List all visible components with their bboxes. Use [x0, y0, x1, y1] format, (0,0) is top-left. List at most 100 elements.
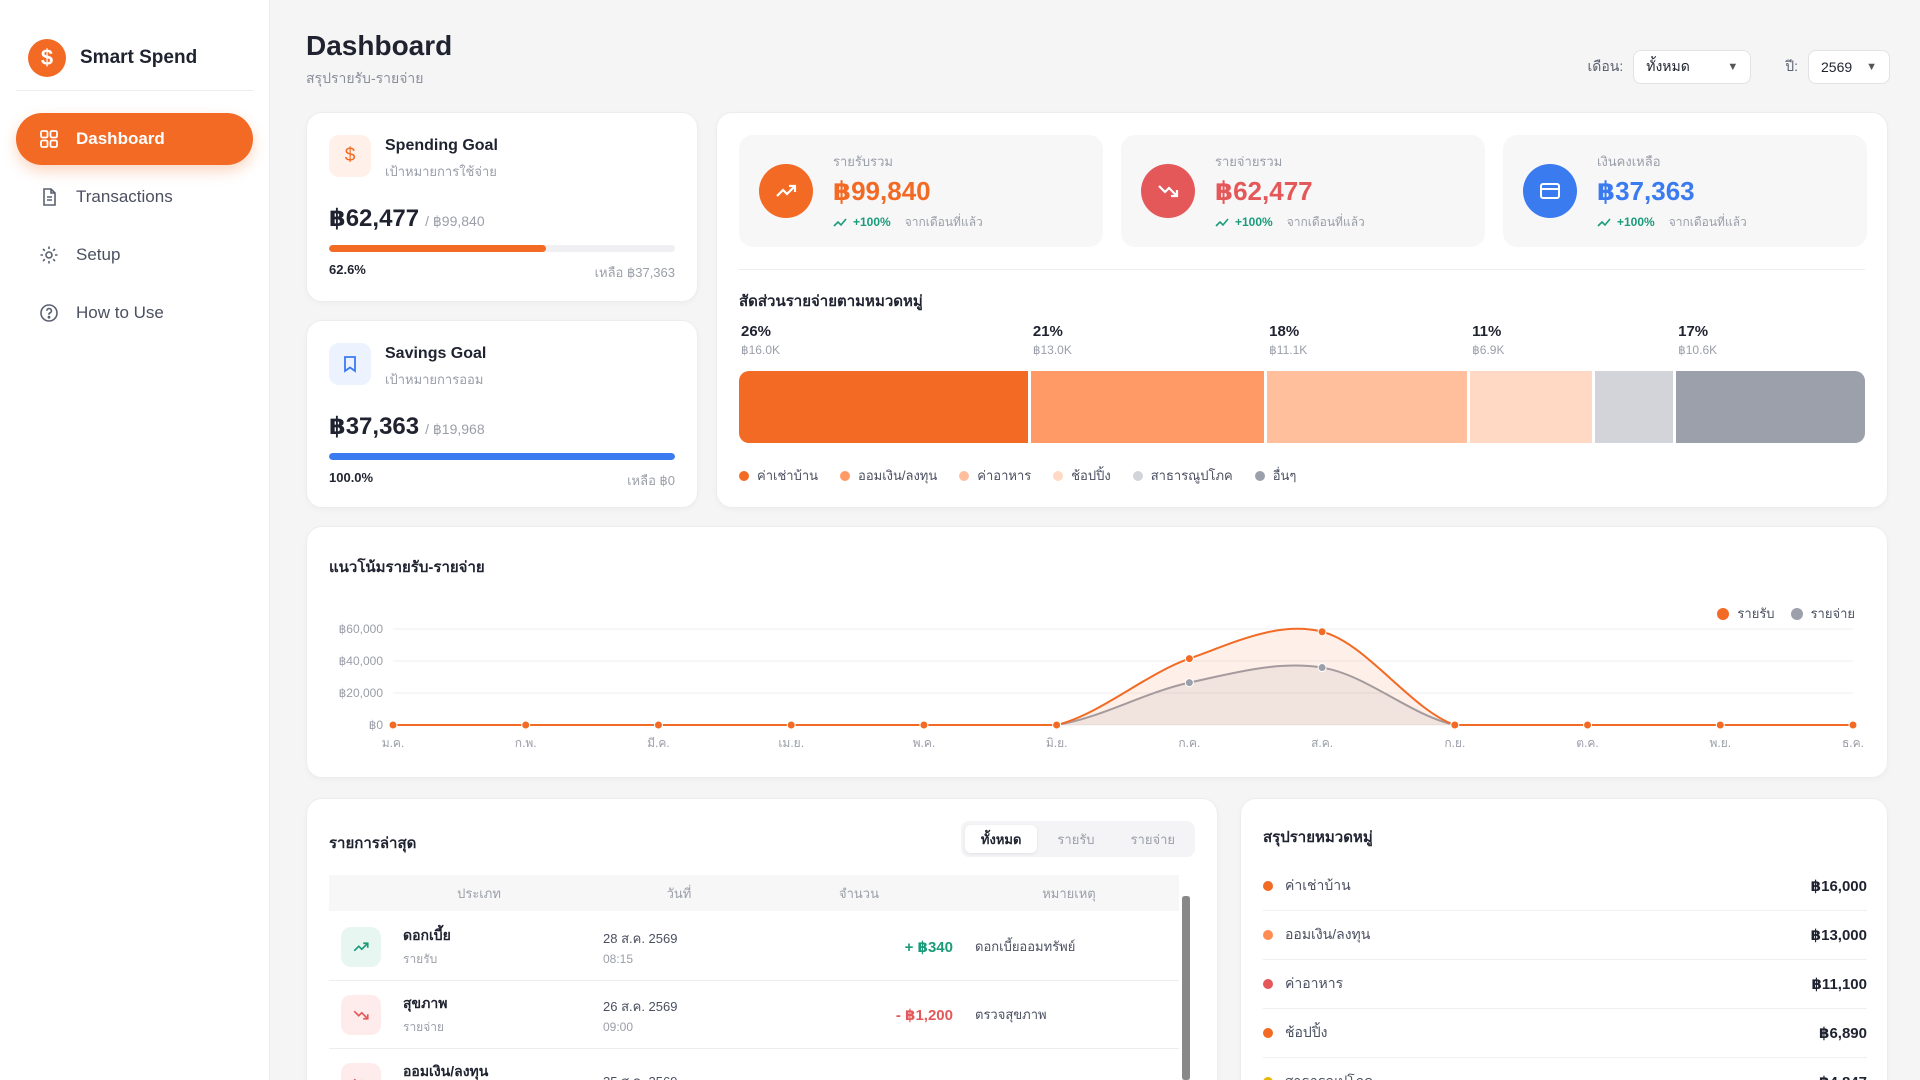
sidebar-item-how-to-use[interactable]: How to Use: [16, 287, 253, 339]
tx-category-name: ออมเงิน/ลงทุน: [403, 1062, 489, 1079]
spending-goal-card: $ Spending Goal เป้าหมายการใช้จ่าย ฿62,4…: [306, 112, 698, 302]
sidebar-item-dashboard[interactable]: Dashboard: [16, 113, 253, 165]
sidebar-item-label: How to Use: [76, 303, 164, 322]
goal-progress-track: [329, 453, 675, 460]
distribution-segment[interactable]: [739, 371, 1028, 443]
sidebar-item-transactions[interactable]: Transactions: [16, 171, 253, 223]
distribution-head: 18% ฿11.1K: [1269, 323, 1307, 357]
legend-dot: [1790, 607, 1803, 620]
distribution-segment[interactable]: [1267, 371, 1468, 443]
goal-remaining: เหลือ ฿0: [627, 473, 675, 488]
category-dot: [1263, 880, 1273, 891]
savings-goal-card: Savings Goal เป้าหมายการออม ฿37,363 / ฿1…: [306, 320, 698, 508]
tab-all[interactable]: ทั้งหมด: [964, 825, 1038, 853]
legend-item: อื่นๆ: [1254, 465, 1296, 486]
trending-up-icon: [341, 926, 381, 967]
table-row[interactable]: ออมเงิน/ลงทุนรายจ่าย25 ส.ค. 2569: [329, 1049, 1179, 1080]
brand[interactable]: $ Smart Spend: [0, 0, 269, 90]
dollar-logo-icon: $: [28, 39, 66, 77]
sidebar-item-label: Dashboard: [76, 129, 165, 148]
data-point[interactable]: [1715, 720, 1725, 730]
trend-up-small-icon: [833, 218, 847, 227]
x-tick-label: มิ.ย.: [1046, 736, 1068, 750]
summary-divider: [739, 269, 1865, 270]
category-name: ค่าเช่าบ้าน: [1285, 876, 1351, 893]
distribution-amount: ฿13.0K: [1032, 343, 1072, 357]
x-tick-label: ก.ค.: [1178, 736, 1200, 750]
category-name-wrap: ค่าเช่าบ้าน: [1263, 875, 1351, 897]
tx-category: ออมเงิน/ลงทุนรายจ่าย: [403, 1061, 603, 1080]
distribution-bar: [739, 371, 1865, 443]
balance-stat: เงินคงเหลือ ฿37,363 +100% จากเดือนที่แล้…: [1503, 135, 1867, 247]
category-name-wrap: สาธารณูปโภค: [1263, 1071, 1373, 1080]
data-point[interactable]: [653, 720, 663, 730]
table-scrollbar-thumb[interactable]: [1182, 896, 1190, 1080]
goal-progress-fill: [329, 245, 546, 252]
stat-change: +100%: [853, 215, 891, 229]
trend-card: แนวโน้มรายรับ-รายจ่าย รายรับ รายจ่าย ฿0 ฿2…: [306, 526, 1888, 778]
category-row[interactable]: ช้อปปิ้ง ฿6,890: [1263, 1008, 1867, 1058]
data-point[interactable]: [1583, 720, 1593, 730]
table-row[interactable]: สุขภาพ รายจ่าย 26 ส.ค. 2569 09:00- ฿1,200 ตร…: [329, 981, 1179, 1049]
brand-name: Smart Spend: [80, 47, 198, 68]
data-point[interactable]: [1450, 720, 1460, 730]
data-point[interactable]: [1317, 663, 1327, 673]
goal-percent: 100.0%: [329, 470, 374, 485]
stat-label: รายรับรวม: [833, 153, 893, 169]
data-point[interactable]: [786, 720, 796, 730]
stat-change-note: จากเดือนที่แล้ว: [1286, 214, 1365, 229]
goal-subtitle: เป้าหมายการออม: [385, 372, 484, 387]
distribution-segment[interactable]: [1595, 371, 1674, 443]
stat-value: ฿37,363: [1597, 175, 1695, 206]
data-point[interactable]: [1052, 720, 1062, 730]
category-dot: [1263, 978, 1273, 989]
x-tick-label: ธ.ค.: [1842, 736, 1864, 750]
legend-label: ช้อปปิ้ง: [1071, 468, 1111, 483]
data-point[interactable]: [1184, 654, 1194, 664]
trend-legend: รายรับ รายจ่าย: [1717, 603, 1855, 624]
x-tick-label: พ.ค.: [913, 736, 936, 750]
data-point[interactable]: [1184, 678, 1194, 688]
legend-item: ออมเงิน/ลงทุน: [840, 465, 937, 486]
distribution-amount: ฿16.0K: [741, 343, 780, 357]
year-filter-label: ปี:: [1785, 58, 1798, 74]
data-point[interactable]: [919, 720, 929, 730]
tab-income[interactable]: รายรับ: [1057, 831, 1095, 847]
month-select-value: ทั้งหมด: [1646, 58, 1690, 74]
table-row[interactable]: ดอกเบี้ย รายรับ 28 ส.ค. 2569 08:15 + ฿340 ดอก…: [329, 913, 1179, 981]
stat-value: ฿62,477: [1215, 175, 1313, 206]
stat-label: รายจ่ายรวม: [1215, 153, 1283, 169]
distribution-segment[interactable]: [1470, 371, 1593, 443]
legend-item: ค่าเช่าบ้าน: [739, 465, 818, 486]
distribution-segment[interactable]: [1676, 371, 1865, 443]
x-tick-label: ต.ค.: [1576, 736, 1599, 750]
legend-dot: [1053, 470, 1064, 481]
data-point[interactable]: [1317, 627, 1327, 637]
data-point[interactable]: [388, 720, 398, 730]
tab-expense[interactable]: รายจ่าย: [1130, 831, 1175, 847]
distribution-amount: ฿10.6K: [1678, 343, 1718, 357]
distribution-head: 11% ฿6.9K: [1472, 323, 1504, 357]
trend-chart: ฿0 ฿20,000 ฿40,000 ฿60,000 ม.ค. ก.พ. มี.ค. เม.ย…: [339, 622, 1864, 750]
year-select[interactable]: 2569 ▼: [1808, 50, 1890, 84]
distribution-amount: ฿11.1K: [1269, 343, 1308, 357]
distribution-percent: 17%: [1678, 323, 1709, 340]
transactions-title: รายการล่าสุด: [329, 835, 417, 852]
x-tick-label: ม.ค.: [382, 736, 405, 750]
distribution-segment[interactable]: [1030, 371, 1265, 443]
sidebar-item-setup[interactable]: Setup: [16, 229, 253, 281]
tx-date-value: 26 ส.ค. 2569: [603, 998, 678, 1014]
legend-item: ช้อปปิ้ง: [1053, 465, 1111, 486]
category-row[interactable]: สาธารณูปโภค ฿4,847: [1263, 1057, 1867, 1080]
y-tick-label: ฿20,000: [339, 686, 384, 700]
month-select[interactable]: ทั้งหมด ▼: [1633, 50, 1752, 84]
data-point[interactable]: [521, 720, 531, 730]
goal-remaining: เหลือ ฿37,363: [594, 265, 675, 280]
category-row[interactable]: ออมเงิน/ลงทุน ฿13,000: [1263, 910, 1867, 960]
category-row[interactable]: ค่าอาหาร ฿11,100: [1263, 959, 1867, 1009]
distribution-percent: 11%: [1472, 323, 1502, 340]
data-point[interactable]: [1848, 720, 1858, 730]
category-row[interactable]: ค่าเช่าบ้าน ฿16,000: [1263, 861, 1867, 911]
year-select-value: 2569: [1821, 59, 1853, 75]
legend-dot: [739, 470, 749, 481]
